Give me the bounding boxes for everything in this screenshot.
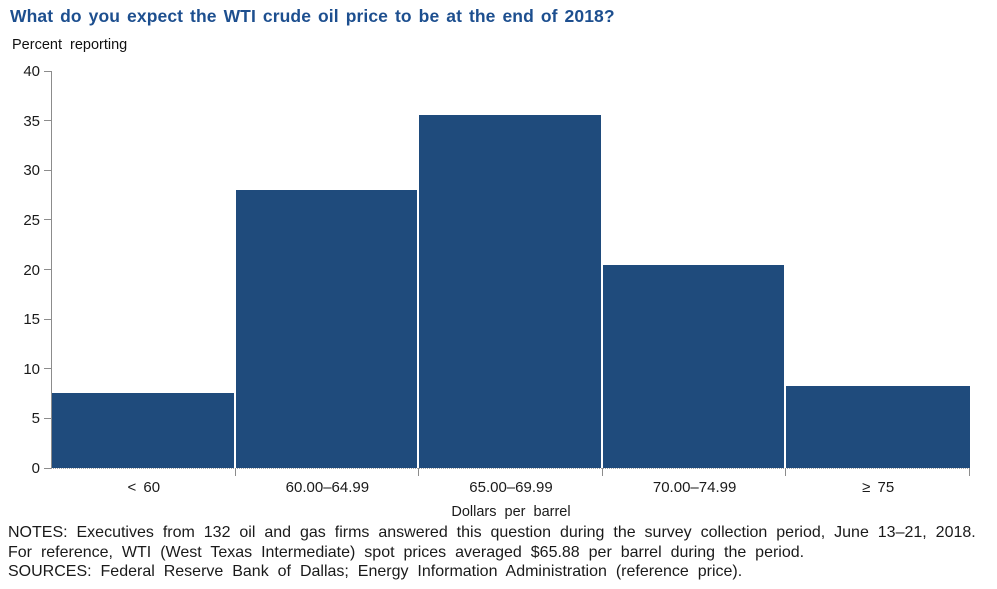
y-axis-tick (44, 269, 51, 270)
notes-line: For reference, WTI (West Texas Intermedi… (8, 543, 805, 561)
y-tick-label: 0 (31, 460, 40, 477)
y-axis-tick (44, 169, 51, 171)
y-axis-tick (44, 219, 51, 221)
y-tick-label: 25 (23, 211, 40, 229)
y-tick-label: 5 (31, 410, 40, 428)
x-tick-label: 60.00–64.99 (285, 479, 370, 496)
sources-line: SOURCES: Federal Reserve Bank of Dallas;… (8, 563, 743, 580)
bar-1 (52, 392, 234, 468)
x-tick-label: 65.00–69.99 (469, 479, 553, 496)
y-axis-tick (44, 70, 51, 72)
y-tick-label: 15 (23, 311, 40, 329)
chart-title: What do you expect the WTI crude oil pri… (10, 6, 615, 26)
bar-2 (235, 190, 418, 468)
x-axis-tick (234, 468, 236, 476)
y-tick-label: 20 (23, 261, 40, 279)
x-axis-tick (418, 468, 420, 476)
y-axis-tick (44, 368, 51, 370)
y-tick-label: 10 (23, 360, 40, 378)
x-axis-tick (969, 468, 970, 476)
x-tick-label: ≥ 75 (862, 479, 895, 496)
y-tick-label: 35 (23, 112, 40, 130)
y-axis-tick (44, 120, 51, 122)
y-axis-tick (44, 467, 51, 469)
plot-area: < 60 60.00–64.99 65.00–69.99 70.00–74.99 ≥ 7… (23, 63, 970, 520)
y-tick-label: 40 (23, 63, 40, 80)
x-tick-label: 70.00–74.99 (652, 479, 737, 496)
bar-5 (786, 385, 970, 468)
y-tick-label: 30 (23, 162, 40, 180)
y-axis-unit-label: Percent reporting (12, 37, 128, 53)
y-axis-tick (44, 417, 51, 419)
bar-4 (602, 264, 785, 468)
y-axis-tick (44, 318, 51, 320)
x-axis-tick (785, 468, 787, 476)
notes-line: NOTES: Executives from 132 oil and gas f… (8, 524, 976, 541)
notes-block: NOTES: Executives from 132 oil and gas f… (8, 523, 992, 582)
bar-3 (419, 114, 601, 468)
x-axis-title: Dollars per barrel (451, 504, 571, 520)
x-tick-label: < 60 (127, 479, 161, 496)
x-axis-tick (601, 468, 603, 476)
